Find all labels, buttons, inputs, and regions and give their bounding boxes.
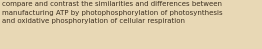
Text: compare and contrast the similarities and differences between
manufacturing ATP : compare and contrast the similarities an… — [2, 1, 223, 24]
